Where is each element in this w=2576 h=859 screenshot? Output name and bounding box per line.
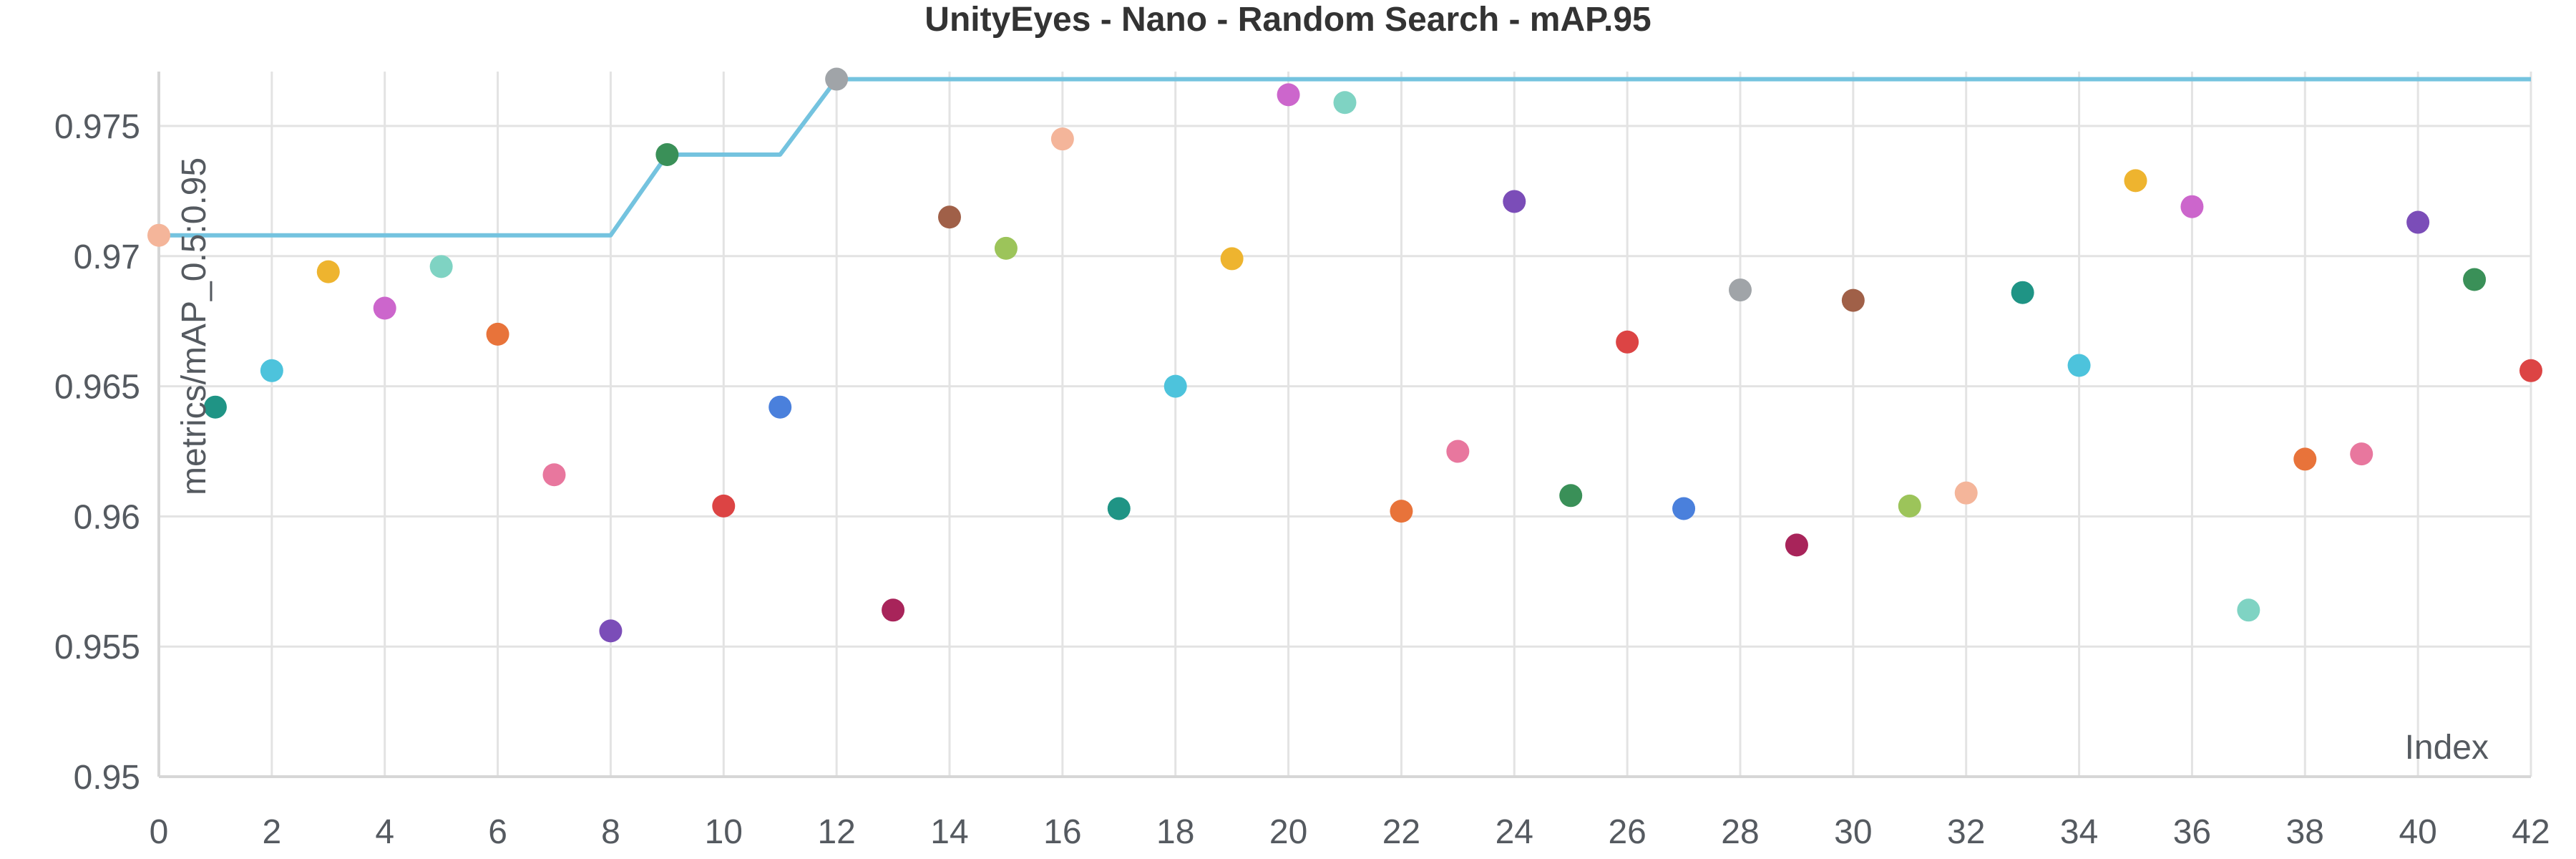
data-point: [2124, 169, 2147, 193]
data-point: [994, 236, 1018, 260]
data-point: [769, 395, 792, 419]
data-point: [1050, 127, 1074, 151]
data-point: [1672, 497, 1696, 520]
data-point: [2406, 210, 2430, 234]
x-tick-label: 4: [375, 813, 394, 851]
x-tick-label: 40: [2399, 813, 2436, 851]
data-point: [2067, 354, 2091, 377]
best-so-far-line: [159, 77, 2531, 238]
data-point: [599, 619, 623, 643]
data-point: [1277, 83, 1300, 107]
chart-title: UnityEyes - Nano - Random Search - mAP.9…: [924, 1, 1651, 39]
data-point: [2237, 598, 2260, 622]
data-point: [1163, 374, 1187, 398]
tick-labels: 0 2 4 6 8 10 12 14 16 18 20 22 24 26 28 30 32 34 36 38 40 420…: [54, 108, 2550, 851]
data-point: [1616, 330, 1639, 354]
data-point: [2293, 447, 2317, 471]
x-tick-label: 16: [1043, 813, 1081, 851]
y-tick-label: 0.96: [74, 498, 140, 536]
data-point: [542, 463, 566, 487]
data-point: [2011, 281, 2034, 304]
y-tick-label: 0.97: [74, 238, 140, 276]
data-point: [2463, 268, 2487, 291]
x-tick-label: 30: [1834, 813, 1872, 851]
data-point: [147, 223, 170, 247]
x-tick-label: 2: [263, 813, 282, 851]
data-point: [2180, 195, 2204, 218]
data-point: [1559, 484, 1583, 508]
x-tick-label: 14: [930, 813, 968, 851]
y-tick-label: 0.965: [54, 369, 140, 407]
x-axis-label: Index: [2405, 729, 2489, 767]
data-point: [373, 296, 396, 320]
data-point: [1390, 500, 1413, 523]
x-tick-label: 32: [1947, 813, 1985, 851]
data-point: [882, 598, 905, 622]
points-group: [147, 67, 2542, 643]
data-point: [1446, 440, 1470, 463]
data-point: [655, 142, 679, 166]
x-tick-label: 12: [817, 813, 855, 851]
data-point: [1954, 481, 1978, 505]
x-tick-label: 18: [1156, 813, 1194, 851]
x-tick-label: 36: [2173, 813, 2211, 851]
grid: [157, 72, 2532, 778]
x-tick-label: 22: [1382, 813, 1420, 851]
data-point: [486, 322, 509, 346]
data-point: [260, 359, 283, 382]
x-tick-label: 34: [2060, 813, 2098, 851]
data-point: [1785, 533, 1808, 557]
best-so-far-line-group: [159, 77, 2531, 238]
x-tick-label: 8: [601, 813, 620, 851]
x-tick-label: 6: [488, 813, 507, 851]
x-tick-label: 20: [1269, 813, 1307, 851]
data-point: [1729, 278, 1752, 302]
data-point: [429, 255, 453, 278]
y-tick-label: 0.975: [54, 108, 140, 146]
data-point: [1107, 497, 1131, 520]
data-point: [2350, 442, 2373, 466]
data-point: [1333, 91, 1357, 115]
axes: [157, 72, 2531, 778]
data-point: [1503, 190, 1526, 213]
data-point: [1841, 288, 1865, 312]
x-tick-label: 38: [2286, 813, 2324, 851]
data-point: [316, 260, 340, 283]
data-point: [1220, 247, 1244, 271]
x-tick-label: 24: [1496, 813, 1533, 851]
y-axis-label: metrics/mAP_0.5:0.95: [175, 157, 213, 495]
data-point: [2519, 359, 2542, 382]
x-tick-label: 28: [1721, 813, 1759, 851]
x-tick-label: 42: [2512, 813, 2550, 851]
x-tick-label: 26: [1608, 813, 1646, 851]
x-tick-label: 0: [150, 813, 169, 851]
y-tick-label: 0.95: [74, 759, 140, 797]
y-tick-label: 0.955: [54, 629, 140, 666]
x-tick-label: 10: [705, 813, 743, 851]
data-point: [1898, 494, 1921, 518]
data-point: [825, 67, 849, 91]
data-point: [938, 205, 961, 229]
data-point: [712, 494, 736, 518]
data-point: [203, 395, 227, 419]
